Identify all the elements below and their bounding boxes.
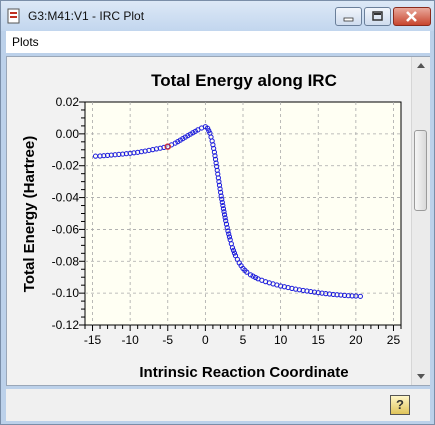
y-tick-labels: 0.02 0.00 -0.02 -0.04 -0.06 -0.08 -0.10 -0.12 [52, 95, 80, 332]
x-tick-label: 20 [349, 333, 363, 347]
grid-lines [85, 102, 401, 325]
data-point [226, 234, 233, 240]
data-point [220, 202, 226, 209]
x-tick-label: -5 [162, 333, 173, 347]
x-tick-label: 15 [312, 333, 326, 347]
vertical-scrollbar[interactable] [411, 57, 430, 385]
chart-title: Total Energy along IRC [151, 71, 337, 90]
x-axis-label: Intrinsic Reaction Coordinate [139, 364, 348, 381]
close-icon [406, 11, 417, 22]
data-points [92, 124, 363, 299]
y-tick-label: -0.02 [52, 159, 80, 173]
maximize-icon [372, 11, 383, 21]
x-tick-label: 5 [240, 333, 247, 347]
data-point [218, 193, 224, 199]
current-point-marker [164, 143, 172, 150]
plot-panel: 0.02 0.00 -0.02 -0.04 -0.06 -0.08 -0.10 -0.12 -… [6, 56, 430, 386]
data-point [219, 196, 225, 202]
x-tick-label: -15 [84, 333, 102, 347]
x-tick-label: -10 [121, 333, 139, 347]
plot-area: 0.02 0.00 -0.02 -0.04 -0.06 -0.08 -0.10 -0.12 -… [7, 57, 411, 385]
data-point [211, 149, 218, 155]
data-point [247, 272, 254, 278]
data-point [226, 231, 232, 237]
y-tick-label: -0.12 [52, 318, 80, 332]
y-tick-label: -0.06 [52, 222, 80, 236]
scrollbar-thumb[interactable] [414, 130, 427, 211]
data-point [221, 212, 228, 218]
close-button[interactable] [393, 7, 431, 26]
menu-plots[interactable]: Plots [12, 35, 39, 49]
scroll-down-icon[interactable] [412, 368, 430, 385]
data-point [231, 250, 238, 256]
data-point [250, 273, 256, 279]
y-tick-label: -0.10 [52, 286, 80, 300]
data-point [216, 179, 222, 185]
window-title: G3:M41:V1 - IRC Plot [28, 9, 145, 23]
minimize-button[interactable] [335, 7, 362, 26]
plot-frame [84, 101, 402, 326]
maximize-button[interactable] [364, 7, 391, 26]
x-tick-label: 10 [274, 333, 288, 347]
data-point [357, 293, 363, 299]
data-point [212, 153, 218, 159]
data-point [223, 218, 229, 224]
irc-chart: 0.02 0.00 -0.02 -0.04 -0.06 -0.08 -0.10 -0.12 -… [7, 57, 411, 385]
menu-bar: Plots [6, 31, 430, 53]
y-axis-label: Total Energy (Hartree) [21, 136, 38, 292]
data-point [213, 160, 219, 166]
x-tick-labels: -15 -10 -5 0 5 10 15 20 25 [84, 333, 401, 347]
gaussview-app-icon [7, 8, 20, 24]
y-tick-label: -0.08 [52, 254, 80, 268]
data-point [216, 182, 223, 188]
y-tick-label: 0.00 [56, 127, 80, 141]
minimize-icon [343, 17, 354, 22]
data-point [220, 206, 227, 212]
data-point [223, 221, 230, 227]
data-point [222, 215, 228, 221]
data-point [252, 274, 259, 281]
x-tick-label: 0 [202, 333, 209, 347]
help-button[interactable]: ? [390, 395, 410, 415]
data-point [225, 228, 231, 234]
data-point [244, 269, 250, 275]
y-tick-label: -0.04 [52, 191, 80, 205]
status-bar: ? [6, 389, 430, 421]
axis-ticks [79, 101, 402, 331]
data-point [218, 189, 224, 195]
title-bar[interactable]: G3:M41:V1 - IRC Plot [1, 1, 434, 31]
scroll-up-icon[interactable] [412, 57, 430, 74]
data-point [224, 224, 230, 231]
data-point [221, 209, 227, 215]
data-point [230, 247, 237, 254]
x-tick-label: 25 [387, 333, 401, 347]
data-point [219, 199, 225, 205]
data-point [229, 245, 236, 251]
data-point [212, 156, 219, 162]
y-tick-label: 0.02 [56, 95, 80, 109]
data-point [217, 186, 223, 192]
